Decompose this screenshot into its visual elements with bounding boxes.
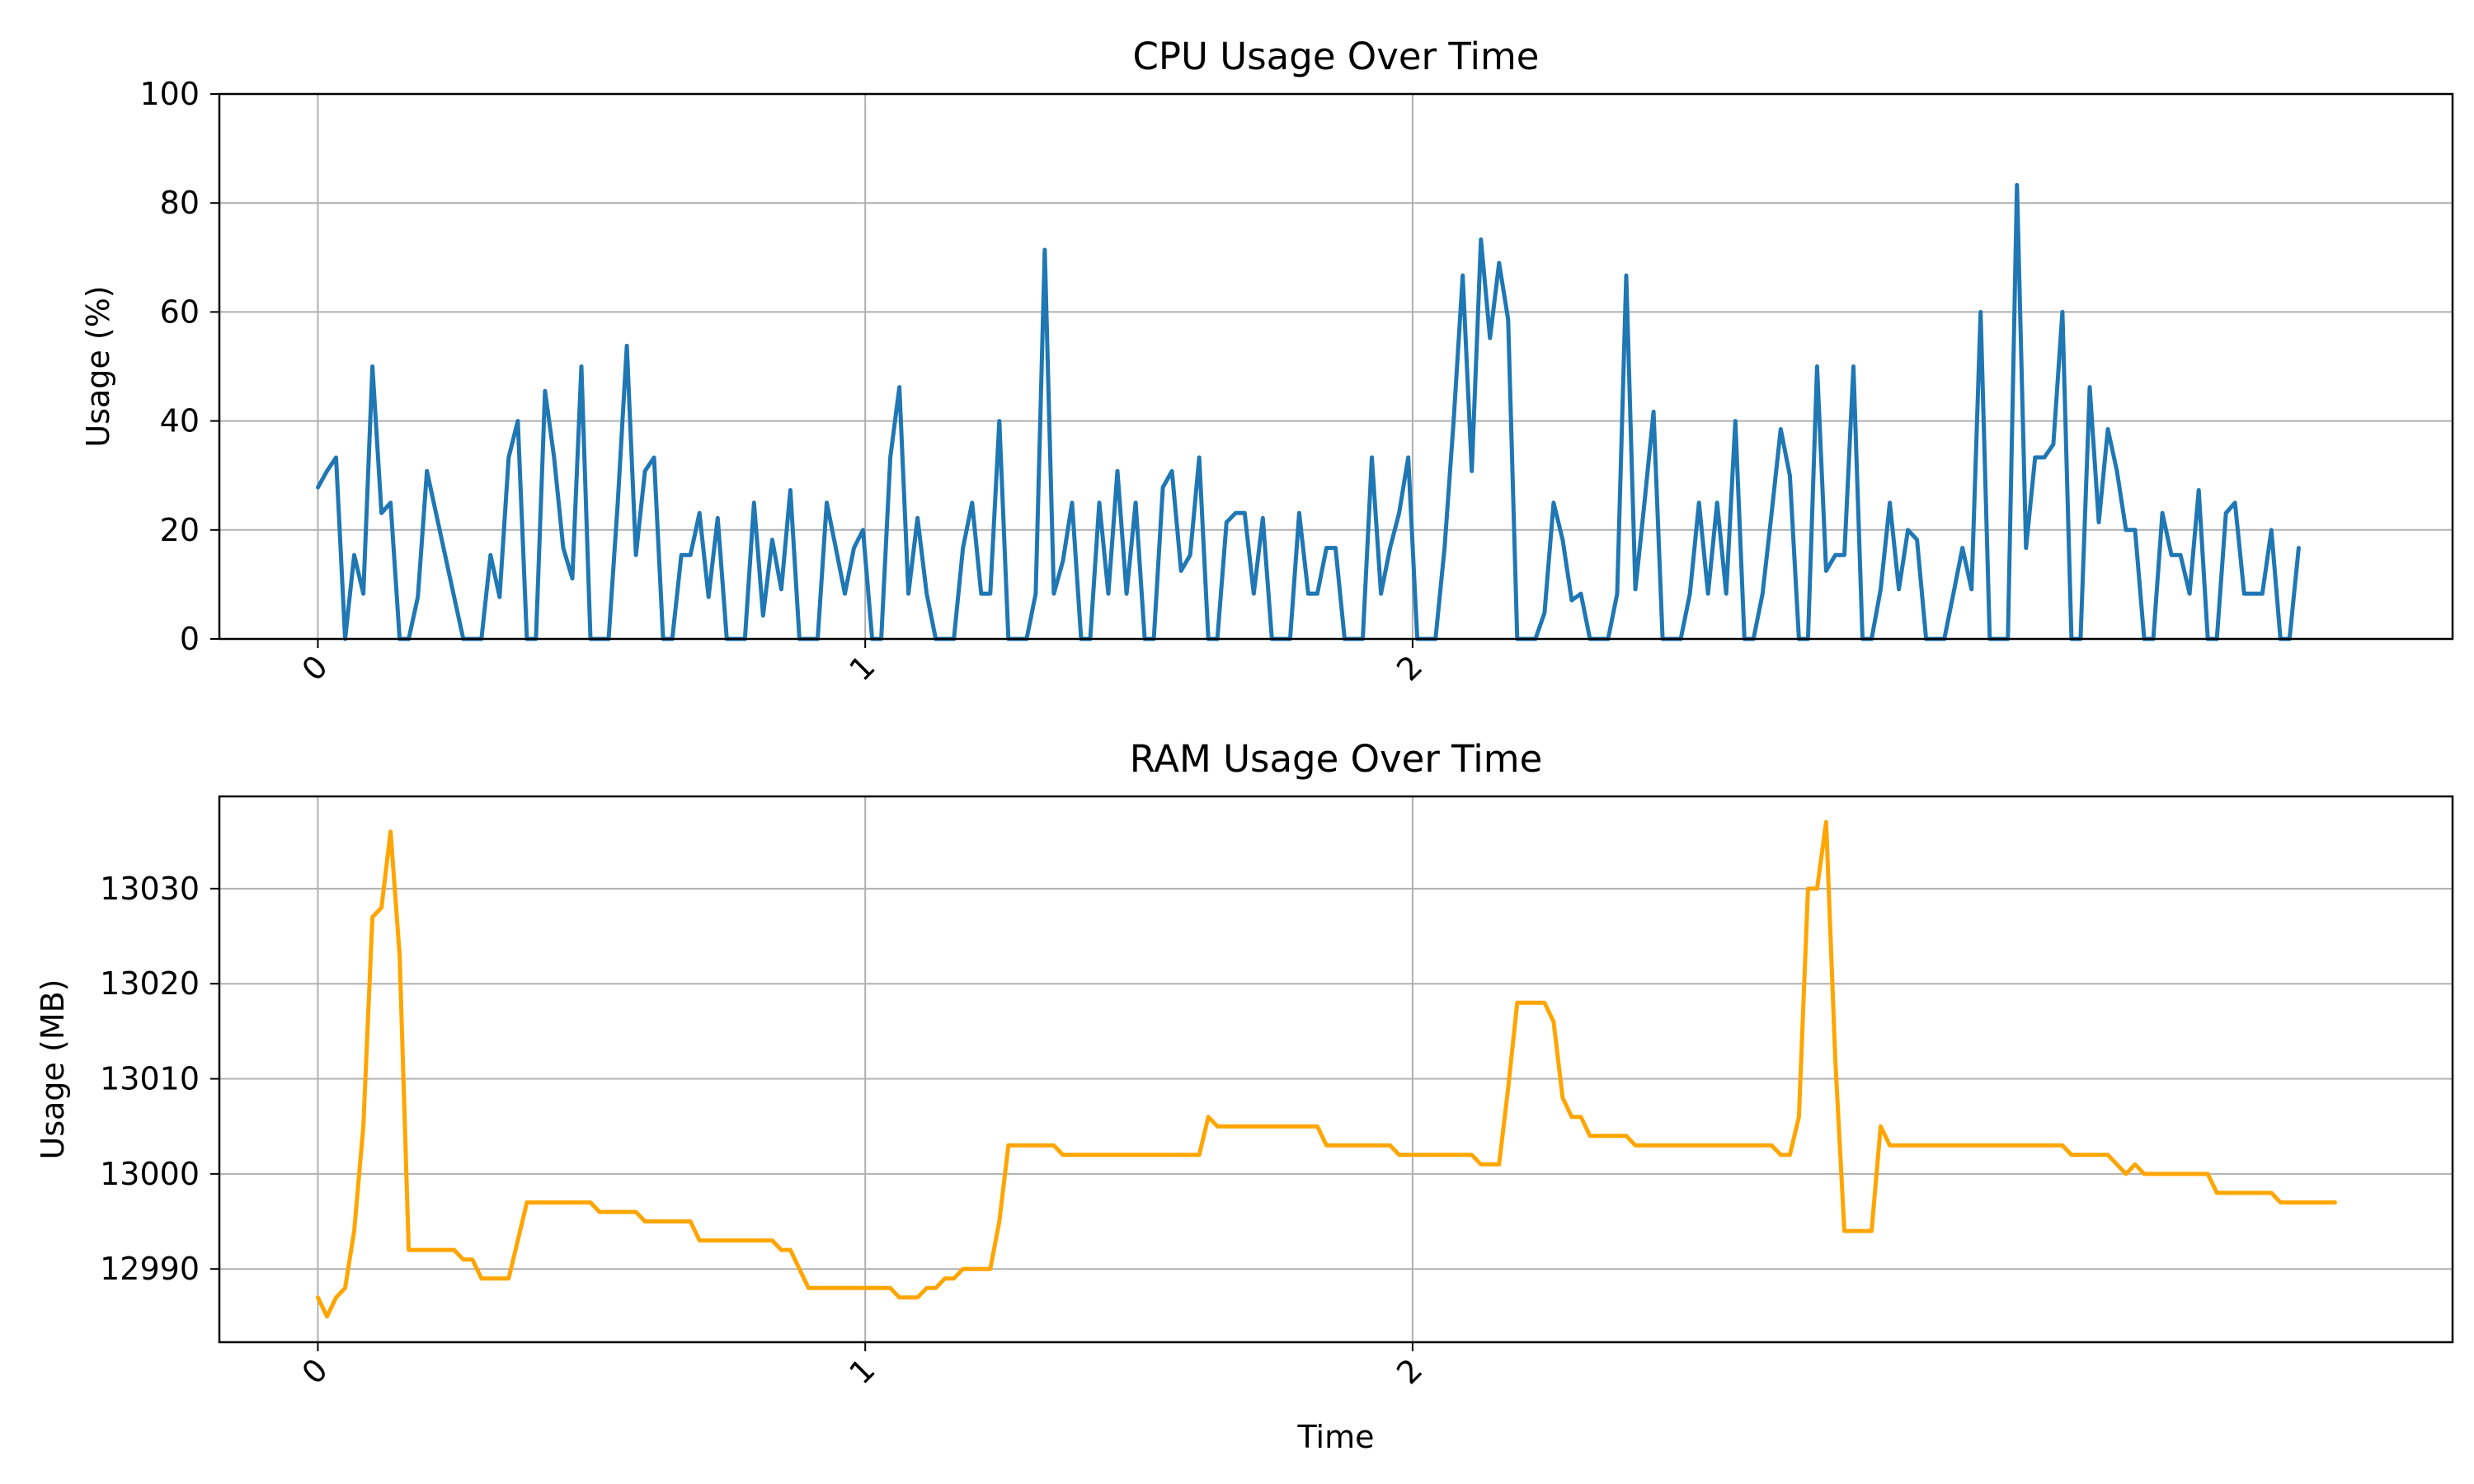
y-tick-label: 80 [160,185,200,221]
ram-chart-title: RAM Usage Over Time [1130,737,1543,781]
cpu-series-line [316,182,2301,641]
y-tick-label: 40 [160,403,200,439]
ram-axes-frame [218,795,2454,1344]
y-tick-label: 13020 [100,965,200,1002]
ram-y-axis-label: Usage (MB) [35,979,71,1160]
y-tick-label: 13010 [100,1061,200,1097]
cpu-chart-title: CPU Usage Over Time [1133,35,1540,78]
ram-y-ticks: 12990 13000 13010 13020 13030 [100,871,219,1287]
ram-series-line [316,819,2337,1319]
y-tick-label: 60 [160,294,200,330]
y-tick-label: 20 [160,512,200,548]
y-tick-label: 13030 [100,871,200,907]
ram-grid [219,796,2453,1342]
y-tick-label: 0 [180,621,200,657]
y-tick-label: 13000 [100,1156,200,1192]
y-tick-label: 12990 [100,1251,200,1287]
ram-x-axis-label: Time [1297,1419,1375,1455]
cpu-y-axis-label: Usage (%) [80,285,116,447]
y-tick-label: 100 [139,76,200,112]
cpu-axes-frame [218,92,2454,641]
cpu-y-ticks: 0 20 40 60 80 100 [139,76,219,657]
